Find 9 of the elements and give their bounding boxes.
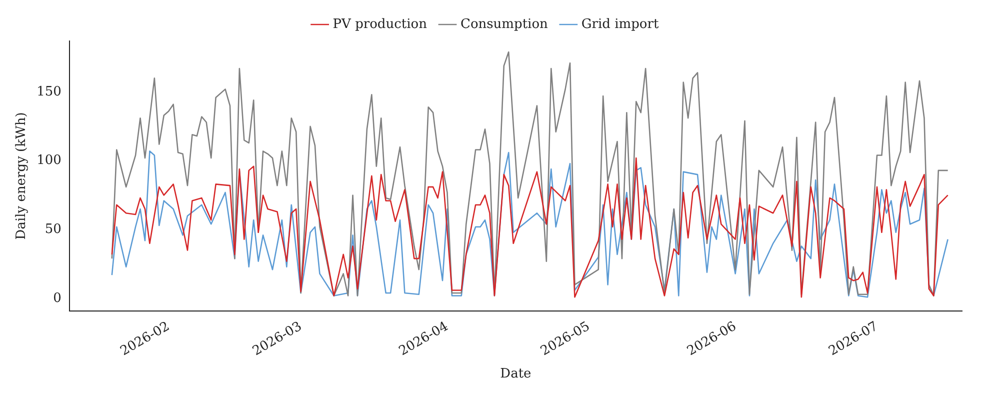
- y-tick-label: 0: [53, 290, 62, 306]
- legend-label: PV production: [332, 16, 428, 32]
- x-axis-title: Date: [500, 366, 532, 382]
- y-tick-label: 50: [44, 222, 62, 238]
- legend-label: Consumption: [460, 16, 549, 32]
- y-tick-label: 100: [36, 153, 62, 168]
- y-axis-title: Daily energy (kWh): [14, 112, 30, 240]
- legend-label: Grid import: [581, 16, 660, 32]
- y-tick-label: 150: [36, 84, 62, 100]
